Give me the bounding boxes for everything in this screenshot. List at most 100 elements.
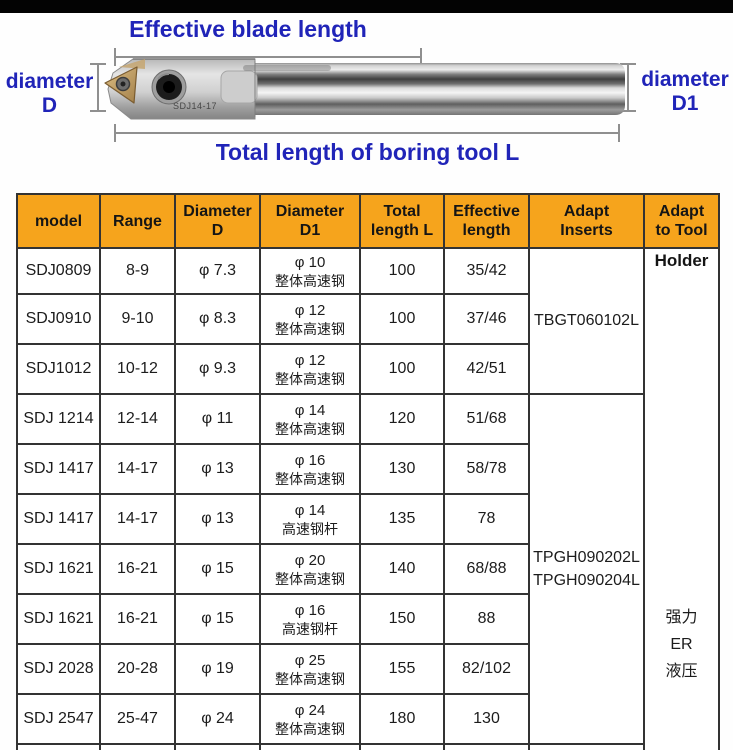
col-header-adapt-holder: Adapt to Tool <box>643 193 720 249</box>
diameter-d1-label: diameter D1 <box>637 68 733 116</box>
cell-model: SDJ 1621 <box>16 593 101 645</box>
cell-total-length: 120 <box>359 393 445 445</box>
cell-model: SDJ 1621 <box>16 543 101 595</box>
cell-diameter-d1: φ 25 整体高速钢 <box>259 643 361 695</box>
spec-table: model Range Diameter D Diameter D1 Total le… <box>16 193 720 750</box>
cell-diameter-d1: φ 16 高速钢杆 <box>259 593 361 645</box>
cell-empty <box>174 743 261 750</box>
col-header-adapt-inserts: Adapt Inserts <box>528 193 645 249</box>
cell-range: 16-21 <box>99 543 176 595</box>
dimension-tick <box>620 63 636 65</box>
boring-tool-image: SDJ14-17 <box>104 58 625 120</box>
diameter-d1-label-line2: D1 <box>671 92 699 115</box>
cell-effective-length: 37/46 <box>443 293 530 345</box>
cell-diameter-d: φ 9.3 <box>174 343 261 395</box>
cell-model: SDJ 1214 <box>16 393 101 445</box>
cell-adapt-inserts-group1: TBGT060102L <box>528 247 645 395</box>
cell-model: SDJ 2547 <box>16 693 101 745</box>
col-header-range: Range <box>99 193 176 249</box>
table-row: SDJ0910 9-10 φ 8.3 φ 12 整体高速钢 100 37/46 <box>16 293 719 345</box>
cell-model: SDJ 1417 <box>16 443 101 495</box>
top-black-bar <box>0 0 733 13</box>
cell-range: 8-9 <box>99 247 176 295</box>
cell-range: 12-14 <box>99 393 176 445</box>
cell-diameter-d1: φ 12 整体高速钢 <box>259 343 361 395</box>
cell-range: 14-17 <box>99 493 176 545</box>
cell-diameter-d1: φ 12 整体高速钢 <box>259 293 361 345</box>
diameter-d-label-line2: D <box>41 94 58 117</box>
dimension-tick <box>620 110 636 112</box>
cell-effective-length: 51/68 <box>443 393 530 445</box>
cell-effective-length: 130 <box>443 693 530 745</box>
table-row: SDJ0809 8-9 φ 7.3 φ 10 整体高速钢 100 35/42 TB… <box>16 247 720 750</box>
cell-diameter-d1: φ 20 整体高速钢 <box>259 543 361 595</box>
total-length-dimension-line <box>114 132 620 134</box>
tool-engraving-text: SDJ14-17 <box>173 101 217 111</box>
cell-empty <box>528 743 645 750</box>
cell-effective-length: 35/42 <box>443 247 530 295</box>
cell-diameter-d: φ 13 <box>174 443 261 495</box>
cell-diameter-d1: φ 24 整体高速钢 <box>259 693 361 745</box>
dimension-tick <box>618 124 620 142</box>
cell-model: SDJ 1417 <box>16 493 101 545</box>
cell-diameter-d: φ 15 <box>174 593 261 645</box>
cell-effective-length: 68/88 <box>443 543 530 595</box>
cell-model: SDJ 2028 <box>16 643 101 695</box>
cell-range: 20-28 <box>99 643 176 695</box>
cell-empty <box>443 743 530 750</box>
table-row: SDJ 1621 16-21 φ 15 φ 16 高速钢杆 150 88 <box>16 593 719 645</box>
cell-total-length: 140 <box>359 543 445 595</box>
col-header-diameter-d1: Diameter D1 <box>259 193 361 249</box>
diameter-d-label-line1: diameter <box>5 70 94 93</box>
table-row: SDJ 1417 14-17 φ 13 φ 14 高速钢杆 135 78 <box>16 493 719 545</box>
cell-empty <box>359 743 445 750</box>
cell-total-length: 100 <box>359 293 445 345</box>
cell-diameter-d: φ 19 <box>174 643 261 695</box>
cell-diameter-d1: φ 14 高速钢杆 <box>259 493 361 545</box>
table-row-partial <box>16 743 719 750</box>
cell-total-length: 100 <box>359 247 445 295</box>
cell-diameter-d: φ 13 <box>174 493 261 545</box>
table-row: SDJ 1417 14-17 φ 13 φ 16 整体高速钢 130 58/78 <box>16 443 719 495</box>
cell-range: 14-17 <box>99 443 176 495</box>
cell-diameter-d: φ 7.3 <box>174 247 261 295</box>
dimension-tick <box>114 48 116 66</box>
dimension-tick <box>420 48 422 66</box>
cell-adapt-tool-holder: Holder 强力 ER 液压 <box>643 247 720 750</box>
cell-range: 9-10 <box>99 293 176 345</box>
cell-model: SDJ0910 <box>16 293 101 345</box>
col-header-model: model <box>16 193 101 249</box>
cell-total-length: 155 <box>359 643 445 695</box>
cell-diameter-d: φ 11 <box>174 393 261 445</box>
cell-empty <box>259 743 361 750</box>
col-header-effective-length: Effective length <box>443 193 530 249</box>
table-header-row: model Range Diameter D Diameter D1 Total le… <box>16 193 720 249</box>
cell-effective-length: 78 <box>443 493 530 545</box>
cell-empty <box>16 743 101 750</box>
cell-adapt-inserts-group2: TPGH090202L TPGH090204L <box>528 393 645 745</box>
table-row: SDJ1012 10-12 φ 9.3 φ 12 整体高速钢 100 42/51 <box>16 343 719 395</box>
cell-diameter-d: φ 24 <box>174 693 261 745</box>
table-row: SDJ 1621 16-21 φ 15 φ 20 整体高速钢 140 68/88 <box>16 543 719 595</box>
dimension-tick <box>114 124 116 142</box>
table-row: SDJ 2547 25-47 φ 24 φ 24 整体高速钢 180 130 <box>16 693 719 745</box>
cell-model: SDJ0809 <box>16 247 101 295</box>
cell-diameter-d: φ 15 <box>174 543 261 595</box>
diameter-d1-dimension-line <box>627 64 629 112</box>
cell-range: 25-47 <box>99 693 176 745</box>
cell-total-length: 100 <box>359 343 445 395</box>
cell-total-length: 135 <box>359 493 445 545</box>
diameter-d-dimension-line <box>97 64 99 112</box>
col-header-diameter-d: Diameter D <box>174 193 261 249</box>
cell-effective-length: 42/51 <box>443 343 530 395</box>
cell-effective-length: 58/78 <box>443 443 530 495</box>
cell-diameter-d1: φ 16 整体高速钢 <box>259 443 361 495</box>
cell-total-length: 180 <box>359 693 445 745</box>
dimension-tick <box>90 110 106 112</box>
dimension-tick <box>90 63 106 65</box>
col-header-total-length: Total length L <box>359 193 445 249</box>
cell-range: 10-12 <box>99 343 176 395</box>
cell-diameter-d1: φ 10 整体高速钢 <box>259 247 361 295</box>
diameter-d1-label-line1: diameter <box>641 68 729 91</box>
